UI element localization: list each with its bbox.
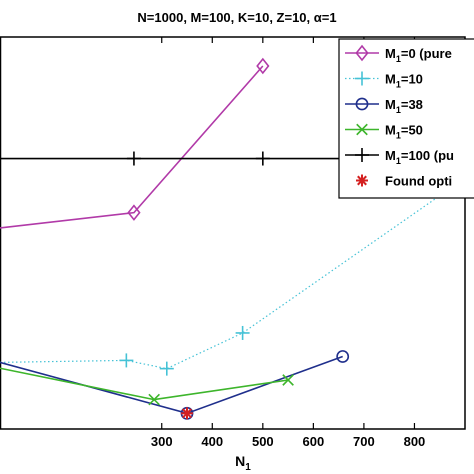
legend-label-rest: =50 bbox=[401, 123, 423, 138]
legend-marker bbox=[356, 123, 368, 136]
data-point bbox=[127, 204, 141, 221]
legend-label-main: M bbox=[385, 148, 396, 163]
series-line-2 bbox=[0, 355, 343, 415]
legend-label-sub: 1 bbox=[396, 80, 401, 90]
legend-label: M1=10 bbox=[385, 72, 423, 90]
chart-title: N=1000, M=100, K=10, Z=10, α=1 bbox=[137, 10, 336, 25]
data-point bbox=[282, 374, 294, 386]
legend-label-rest: =0 (pure bbox=[401, 46, 452, 61]
data-point bbox=[181, 407, 194, 420]
x-tick-label: 500 bbox=[252, 434, 274, 449]
data-point bbox=[255, 151, 270, 166]
x-tick-label: 400 bbox=[201, 434, 223, 449]
legend-label: Found opti bbox=[385, 174, 452, 189]
legend-label-rest: =38 bbox=[401, 97, 423, 112]
legend-label-main: M bbox=[385, 72, 396, 87]
series-line-1 bbox=[0, 177, 465, 370]
x-tick-label: 800 bbox=[404, 434, 426, 449]
legend-entry-0: M1=0 (pure bbox=[345, 44, 452, 64]
legend-entry-3: M1=50 bbox=[345, 123, 423, 141]
legend-marker bbox=[355, 148, 369, 162]
legend-entry-1: M1=10 bbox=[345, 71, 423, 90]
legend-marker bbox=[356, 174, 368, 187]
legend-label-sub: 1 bbox=[396, 105, 401, 115]
series-3 bbox=[0, 367, 294, 406]
legend-label-main: M bbox=[385, 97, 396, 112]
x-tick-label: 600 bbox=[303, 434, 325, 449]
data-point bbox=[119, 353, 134, 368]
data-point bbox=[235, 325, 250, 340]
legend-entry-4: M1=100 (pu bbox=[345, 148, 454, 166]
legend-label-rest: =10 bbox=[401, 72, 423, 87]
legend-marker bbox=[355, 71, 369, 86]
series-0 bbox=[0, 57, 270, 229]
series-5 bbox=[181, 407, 194, 420]
legend-label-main: M bbox=[385, 123, 396, 138]
legend-box bbox=[338, 38, 474, 199]
data-point bbox=[126, 151, 141, 166]
legend-label-main: M bbox=[385, 46, 396, 61]
data-point bbox=[336, 350, 350, 363]
legend-label: M1=38 bbox=[385, 97, 423, 115]
x-tick-label: 700 bbox=[353, 434, 375, 449]
legend-label: M1=0 (pure bbox=[385, 46, 452, 64]
data-point bbox=[256, 57, 270, 75]
legend-label-sub: 1 bbox=[396, 54, 401, 64]
legend-label-sub: 1 bbox=[396, 131, 401, 141]
legend-label-rest: Found opti bbox=[385, 174, 452, 189]
data-point bbox=[159, 361, 174, 376]
legend-marker bbox=[355, 44, 369, 62]
x-ticks: 300 400 500 600 700 800 bbox=[151, 37, 425, 449]
legend-label-sub: 1 bbox=[396, 156, 401, 166]
legend-entry-5: Found opti bbox=[356, 174, 452, 189]
x-tick-label: 300 bbox=[151, 434, 173, 449]
series-line-0 bbox=[0, 65, 264, 229]
legend-marker bbox=[355, 97, 369, 111]
legend-label: M1=50 bbox=[385, 123, 423, 141]
axes-frame bbox=[0, 36, 466, 430]
legend-label: M1=100 (pu bbox=[385, 148, 454, 166]
series-line-3 bbox=[0, 367, 289, 401]
x-axis-label: N1 bbox=[235, 453, 251, 473]
series-1 bbox=[0, 177, 465, 376]
legend-label-rest: =100 (pu bbox=[401, 148, 454, 163]
legend-entry-2: M1=38 bbox=[345, 97, 423, 115]
x-axis-label-sub: 1 bbox=[245, 462, 251, 473]
axes bbox=[0, 36, 466, 430]
data-point bbox=[148, 393, 160, 406]
